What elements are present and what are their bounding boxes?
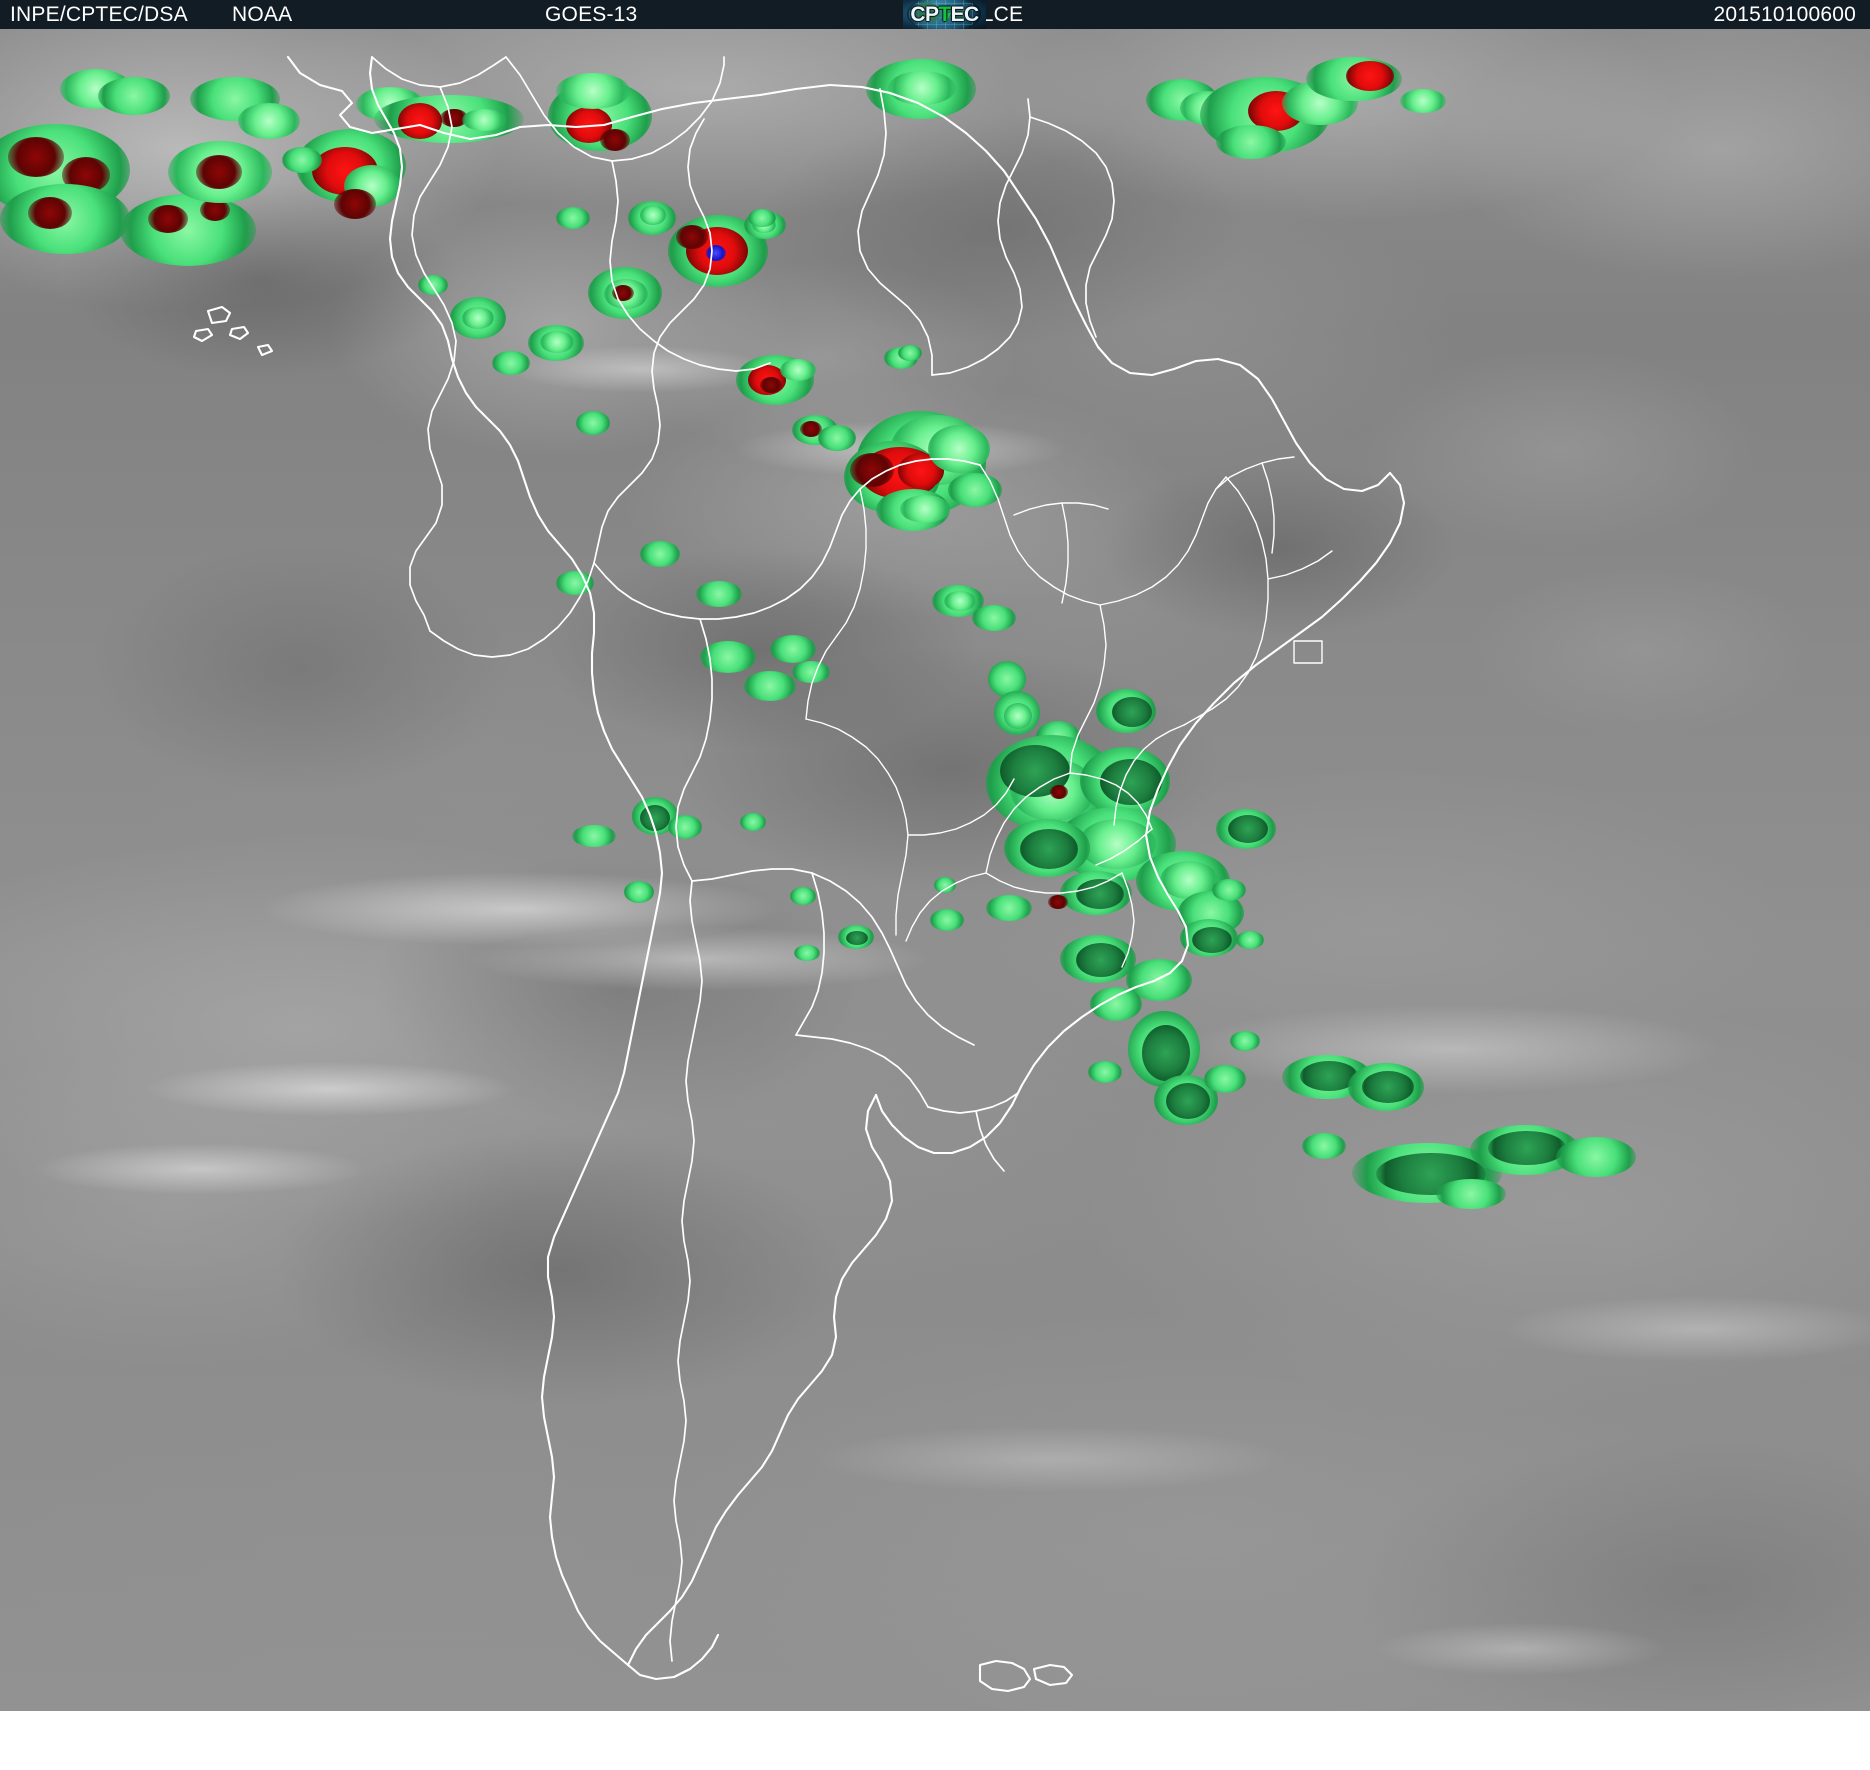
legend-footer: -50-60-70-80 Temperatura °Celsius [0, 1711, 1870, 1770]
enhanced-convection-layer [0, 29, 1870, 1711]
logo-text-t: T [938, 3, 951, 26]
cptec-logo-icon: CPTEC [903, 0, 986, 29]
logo-text-c: CP [910, 3, 939, 26]
logo-text-ec: EC [950, 3, 980, 26]
institution-label: INPE/CPTEC/DSA [10, 3, 188, 26]
header-bar: INPE/CPTEC/DSA NOAA GOES-13 REALCE 20151… [0, 0, 1870, 29]
timestamp-label: 201510100600 [1713, 3, 1856, 26]
satellite-imagery [0, 29, 1870, 1711]
satellite-label: GOES-13 [545, 3, 638, 26]
ir-high-cloud-streaks [0, 29, 1870, 1711]
map-boundaries-layer [0, 29, 1870, 1711]
agency-label: NOAA [232, 3, 293, 26]
